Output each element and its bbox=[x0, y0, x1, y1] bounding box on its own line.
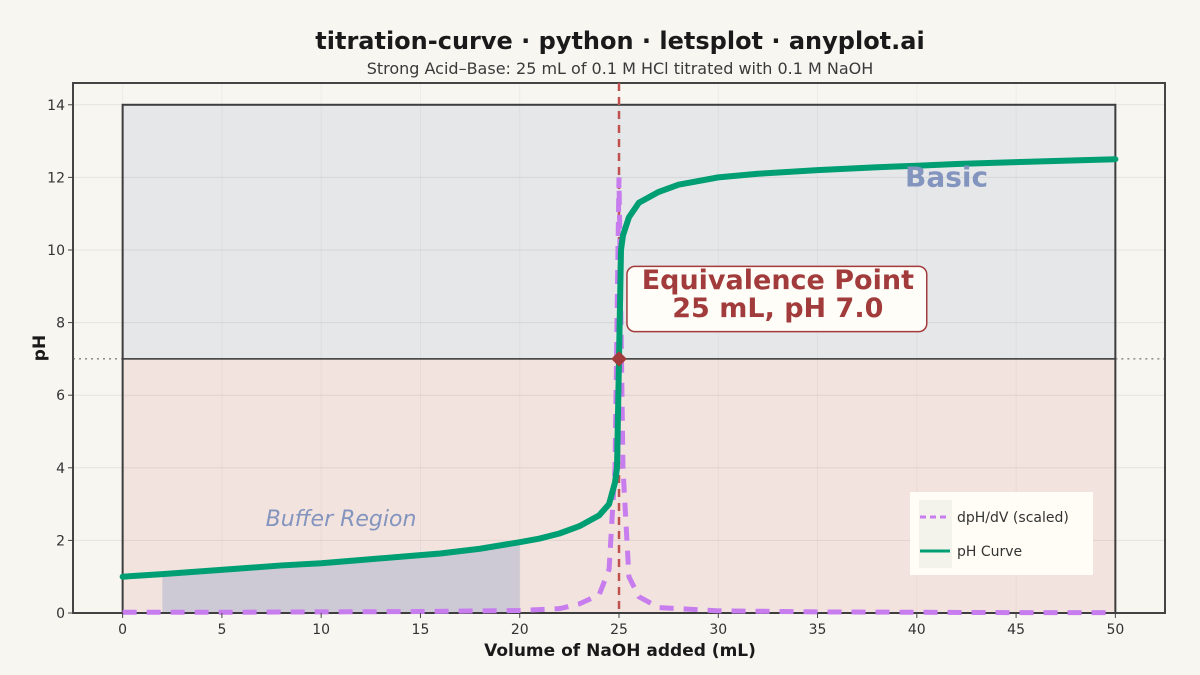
chart-title: titration-curve · python · letsplot · an… bbox=[315, 27, 924, 55]
y-tick-label: 4 bbox=[56, 461, 65, 477]
x-tick-label: 20 bbox=[511, 622, 529, 638]
equivalence-annotation-line1: Equivalence Point bbox=[642, 265, 914, 296]
buffer-region-shading bbox=[162, 542, 520, 613]
legend-key-background bbox=[919, 500, 952, 568]
basic-region-label: Basic bbox=[905, 160, 988, 193]
y-axis-title: pH bbox=[30, 335, 50, 361]
y-tick-label: 2 bbox=[56, 533, 65, 549]
legend: dpH/dV (scaled) pH Curve bbox=[910, 492, 1093, 575]
y-tick-label: 8 bbox=[56, 316, 65, 332]
y-tick-label: 0 bbox=[56, 606, 65, 622]
buffer-region-label: Buffer Region bbox=[266, 507, 417, 532]
x-tick-label: 25 bbox=[610, 622, 628, 638]
x-tick-label: 35 bbox=[809, 622, 827, 638]
equivalence-annotation-line2: 25 mL, pH 7.0 bbox=[672, 293, 883, 324]
x-tick-label: 15 bbox=[412, 622, 430, 638]
legend-label-derivative: dpH/dV (scaled) bbox=[957, 510, 1069, 526]
y-tick-label: 6 bbox=[56, 388, 65, 404]
y-tick-label: 14 bbox=[47, 98, 65, 114]
equivalence-annotation: Equivalence Point 25 mL, pH 7.0 bbox=[626, 265, 928, 333]
series-ph-curve-line bbox=[119, 156, 1119, 580]
y-tick-label: 10 bbox=[47, 243, 65, 259]
chart-subtitle: Strong Acid–Base: 25 mL of 0.1 M HCl tit… bbox=[367, 59, 874, 78]
y-tick-label: 12 bbox=[47, 170, 65, 186]
x-tick-label: 30 bbox=[709, 622, 727, 638]
legend-label-ph-curve: pH Curve bbox=[957, 544, 1022, 560]
buffer-region-area bbox=[162, 542, 520, 613]
x-tick-label: 50 bbox=[1106, 622, 1124, 638]
equivalence-annotation-box bbox=[626, 265, 928, 333]
axes: 0 5 10 15 20 25 30 35 40 45 50 0 2 4 6 8 10 12 14 bbox=[47, 98, 1124, 638]
x-tick-label: 5 bbox=[217, 622, 226, 638]
x-axis-title: Volume of NaOH added (mL) bbox=[484, 641, 756, 661]
x-tick-label: 10 bbox=[312, 622, 330, 638]
x-tick-label: 40 bbox=[908, 622, 926, 638]
x-tick-label: 0 bbox=[118, 622, 127, 638]
x-tick-label: 45 bbox=[1007, 622, 1025, 638]
